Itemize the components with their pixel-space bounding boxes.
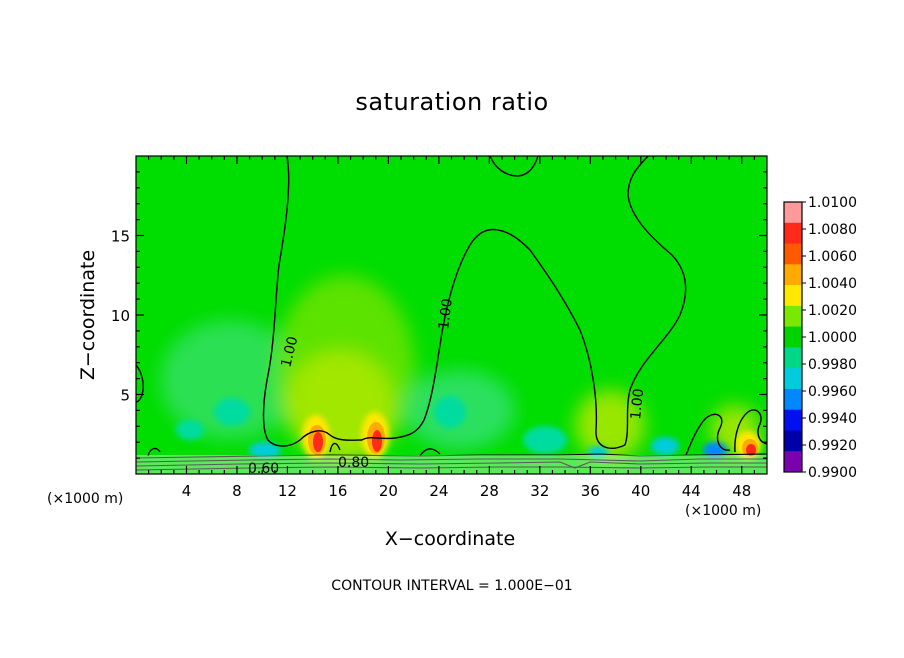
- contour-line-3: [624, 156, 687, 446]
- y-tick-label: 10: [111, 307, 130, 325]
- contour-line-8: [147, 447, 161, 457]
- dry-patch-6: [651, 437, 679, 455]
- colorbar-label: 0.9960: [808, 384, 857, 400]
- colorbar-label: 1.0020: [808, 303, 857, 319]
- x-tick-label: 40: [631, 482, 650, 500]
- terrain-contour-4: [136, 466, 767, 471]
- terrain-contour-3: [136, 461, 767, 469]
- x-tick-labels: 4 8 12 16 20 24 28 32 36 40 44 48: [182, 482, 752, 500]
- contour-line-1: [262, 156, 363, 447]
- colorbar-swatch: [784, 326, 802, 348]
- colorbar-swatch: [784, 285, 802, 307]
- y-tick-label: 15: [111, 228, 130, 246]
- contour-line-7: [734, 409, 767, 453]
- contour-label: 0.80: [338, 455, 369, 471]
- colorbar-swatch: [784, 388, 802, 411]
- contour-line-10: [419, 448, 441, 457]
- colorbar-swatch: [784, 347, 802, 369]
- contour-label: 1.00: [628, 388, 647, 421]
- dry-patch-4: [523, 426, 567, 454]
- colorbar-labels: 1.0100 1.0080 1.0060 1.0040 1.0020 1.0000 0.99…: [808, 195, 857, 481]
- dry-patch-7: [703, 442, 727, 458]
- supersaturation-spots: [302, 412, 761, 459]
- terrain-contour-1: [136, 453, 767, 459]
- colorbar-swatch: [784, 305, 802, 328]
- colorbar-label: 1.0000: [808, 330, 857, 346]
- moist-region-west: [160, 320, 300, 440]
- hot-spot-48km: [735, 431, 761, 459]
- contour-line-4: [489, 156, 539, 177]
- colorbar-swatch: [784, 430, 802, 452]
- y-axis-label: Z−coordinate: [77, 249, 99, 381]
- x-axis-label: X−coordinate: [384, 528, 516, 550]
- dry-patch-5: [249, 442, 281, 458]
- colorbar-label: 0.9900: [808, 465, 857, 481]
- contour-line-9: [329, 442, 341, 453]
- dry-patch-2: [176, 420, 204, 440]
- colorbar-swatch: [784, 243, 802, 265]
- x-tick-label: 28: [480, 482, 499, 500]
- x-tick-label: 48: [732, 482, 751, 500]
- y-tick-label: 5: [120, 387, 130, 405]
- contour-label-group: 1.00 1.00 1.00 0.80 0.60: [248, 298, 647, 477]
- contour-lines: [136, 156, 767, 457]
- axis-ticks: [136, 156, 767, 474]
- x-tick-label: 24: [429, 482, 448, 500]
- x-unit-right: (×1000 m): [685, 503, 762, 519]
- colorbar-swatch: [784, 264, 802, 286]
- hot-spot-14km: [302, 415, 330, 459]
- x-tick-label: 32: [530, 482, 549, 500]
- dry-patch-8: [588, 446, 608, 458]
- terrain-contour-2: [136, 458, 767, 463]
- colorbar: [783, 201, 806, 473]
- x-tick-label: 8: [232, 482, 242, 500]
- x-tick-label: 4: [182, 482, 192, 500]
- dry-patch-3: [434, 396, 466, 428]
- contour-line-6: [685, 413, 731, 456]
- contour-interval-note: CONTOUR INTERVAL = 1.000E−01: [331, 578, 573, 594]
- chart-title: saturation ratio: [355, 88, 549, 116]
- y-tick-labels: 5 10 15: [111, 228, 130, 405]
- x-tick-label: 36: [581, 482, 600, 500]
- terrain-contours: [136, 453, 767, 474]
- contour-line-2: [361, 228, 626, 449]
- colorbar-label: 1.0060: [808, 249, 857, 265]
- colorbar-label: 1.0080: [808, 222, 857, 238]
- colorbar-label: 1.0100: [808, 195, 857, 211]
- dry-patches: [176, 396, 727, 458]
- colorbar-label: 1.0040: [808, 276, 857, 292]
- colorbar-swatch: [784, 368, 802, 390]
- colorbar-swatch: [784, 202, 802, 224]
- x-tick-label: 16: [328, 482, 347, 500]
- colorbar-label: 0.9980: [808, 357, 857, 373]
- x-tick-label: 20: [379, 482, 398, 500]
- colorbar-swatch: [784, 409, 802, 431]
- x-tick-label: 12: [278, 482, 297, 500]
- contour-label: 1.00: [278, 335, 301, 369]
- hot-spot-19km: [361, 412, 389, 458]
- x-tick-label: 44: [682, 482, 701, 500]
- colorbar-swatch: [784, 222, 802, 245]
- x-unit-left: (×1000 m): [47, 491, 124, 507]
- colorbar-label: 0.9940: [808, 411, 857, 427]
- dry-patch-1: [214, 398, 250, 426]
- colorbar-label: 0.9920: [808, 438, 857, 454]
- contour-label: 0.60: [248, 461, 279, 477]
- colorbar-swatch: [784, 451, 802, 473]
- terrain-ground: [136, 455, 767, 474]
- contour-label: 1.00: [436, 298, 456, 331]
